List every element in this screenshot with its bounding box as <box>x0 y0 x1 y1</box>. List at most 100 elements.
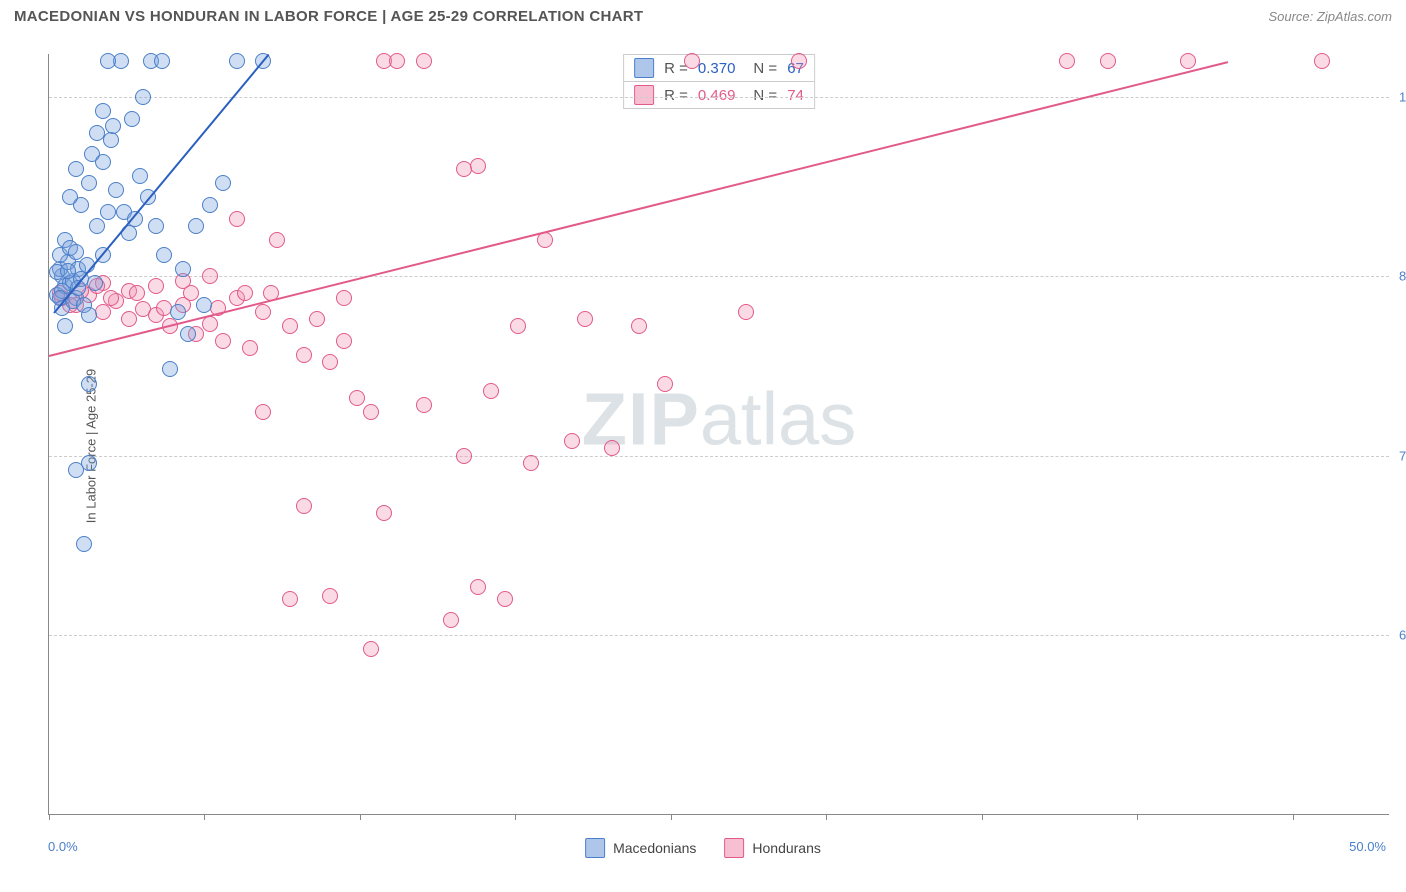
r-label-pink: R = <box>664 87 688 104</box>
chart-header: MACEDONIAN VS HONDURAN IN LABOR FORCE | … <box>0 0 1406 29</box>
scatter-point-pink <box>282 318 298 334</box>
n-label-blue: N = <box>753 60 777 77</box>
legend-swatch-pink-icon <box>724 838 744 858</box>
legend-label-pink: Hondurans <box>752 840 821 856</box>
scatter-point-pink <box>443 612 459 628</box>
scatter-point-blue <box>154 53 170 69</box>
watermark-atlas: atlas <box>700 377 856 460</box>
scatter-point-pink <box>202 268 218 284</box>
chart-title: MACEDONIAN VS HONDURAN IN LABOR FORCE | … <box>14 8 643 25</box>
scatter-point-pink <box>657 376 673 392</box>
gridline <box>49 635 1389 636</box>
swatch-blue-icon <box>634 58 654 78</box>
scatter-point-blue <box>148 218 164 234</box>
legend-label-blue: Macedonians <box>613 840 696 856</box>
stats-row-pink: R = 0.469 N = 74 <box>624 82 814 108</box>
stats-row-blue: R = 0.370 N = 67 <box>624 55 814 82</box>
scatter-point-blue <box>124 111 140 127</box>
scatter-point-blue <box>202 197 218 213</box>
watermark: ZIPatlas <box>582 376 856 461</box>
watermark-zip: ZIP <box>582 377 700 460</box>
scatter-point-blue <box>135 89 151 105</box>
x-tick <box>49 814 50 820</box>
scatter-point-blue <box>57 318 73 334</box>
gridline <box>49 97 1389 98</box>
scatter-point-pink <box>148 278 164 294</box>
scatter-point-blue <box>100 53 116 69</box>
scatter-point-pink <box>497 591 513 607</box>
scatter-point-blue <box>180 326 196 342</box>
scatter-point-blue <box>81 175 97 191</box>
x-tick <box>1293 814 1294 820</box>
scatter-point-blue <box>87 275 103 291</box>
scatter-point-pink <box>631 318 647 334</box>
scatter-point-pink <box>564 433 580 449</box>
n-value-pink: 74 <box>787 87 804 104</box>
scatter-point-blue <box>105 118 121 134</box>
scatter-point-pink <box>269 232 285 248</box>
scatter-point-pink <box>296 498 312 514</box>
scatter-point-pink <box>577 311 593 327</box>
scatter-point-blue <box>132 168 148 184</box>
scatter-point-pink <box>282 591 298 607</box>
scatter-point-pink <box>510 318 526 334</box>
legend-item-blue: Macedonians <box>585 838 696 858</box>
scatter-point-pink <box>336 290 352 306</box>
legend-swatch-blue-icon <box>585 838 605 858</box>
scatter-point-pink <box>242 340 258 356</box>
scatter-point-blue <box>188 218 204 234</box>
plot-area: ZIPatlas R = 0.370 N = 67 R = 0.469 N = … <box>48 54 1389 815</box>
scatter-point-pink <box>470 579 486 595</box>
scatter-point-blue <box>81 376 97 392</box>
scatter-point-blue <box>215 175 231 191</box>
scatter-point-blue <box>62 189 78 205</box>
scatter-point-blue <box>95 103 111 119</box>
scatter-point-blue <box>89 218 105 234</box>
scatter-point-blue <box>196 297 212 313</box>
x-tick <box>360 814 361 820</box>
scatter-point-blue <box>60 263 76 279</box>
scatter-point-pink <box>296 347 312 363</box>
n-label-pink: N = <box>753 87 777 104</box>
x-label-max: 50.0% <box>1349 839 1386 854</box>
scatter-point-blue <box>89 125 105 141</box>
scatter-point-pink <box>336 333 352 349</box>
stats-box: R = 0.370 N = 67 R = 0.469 N = 74 <box>623 54 815 109</box>
scatter-point-pink <box>183 285 199 301</box>
scatter-point-blue <box>229 53 245 69</box>
swatch-pink-icon <box>634 85 654 105</box>
scatter-point-pink <box>738 304 754 320</box>
x-tick <box>204 814 205 820</box>
legend-item-pink: Hondurans <box>724 838 821 858</box>
scatter-point-blue <box>170 304 186 320</box>
x-tick <box>982 814 983 820</box>
scatter-point-pink <box>1100 53 1116 69</box>
scatter-point-pink <box>363 641 379 657</box>
scatter-point-blue <box>162 361 178 377</box>
scatter-point-pink <box>416 53 432 69</box>
scatter-point-pink <box>322 354 338 370</box>
scatter-point-pink <box>416 397 432 413</box>
scatter-point-pink <box>349 390 365 406</box>
scatter-point-pink <box>95 304 111 320</box>
scatter-point-blue <box>108 182 124 198</box>
scatter-point-pink <box>1180 53 1196 69</box>
y-tick-label: 75.0% <box>1399 448 1406 463</box>
scatter-point-pink <box>470 158 486 174</box>
scatter-point-pink <box>255 404 271 420</box>
scatter-point-pink <box>791 53 807 69</box>
gridline <box>49 276 1389 277</box>
scatter-point-blue <box>95 154 111 170</box>
x-tick <box>671 814 672 820</box>
bottom-legend: Macedonians Hondurans <box>585 838 821 858</box>
x-tick <box>826 814 827 820</box>
scatter-point-pink <box>483 383 499 399</box>
scatter-point-pink <box>103 290 119 306</box>
scatter-point-pink <box>322 588 338 604</box>
x-tick <box>515 814 516 820</box>
scatter-point-pink <box>237 285 253 301</box>
scatter-point-pink <box>129 285 145 301</box>
scatter-point-blue <box>100 204 116 220</box>
scatter-point-pink <box>389 53 405 69</box>
scatter-point-blue <box>68 161 84 177</box>
